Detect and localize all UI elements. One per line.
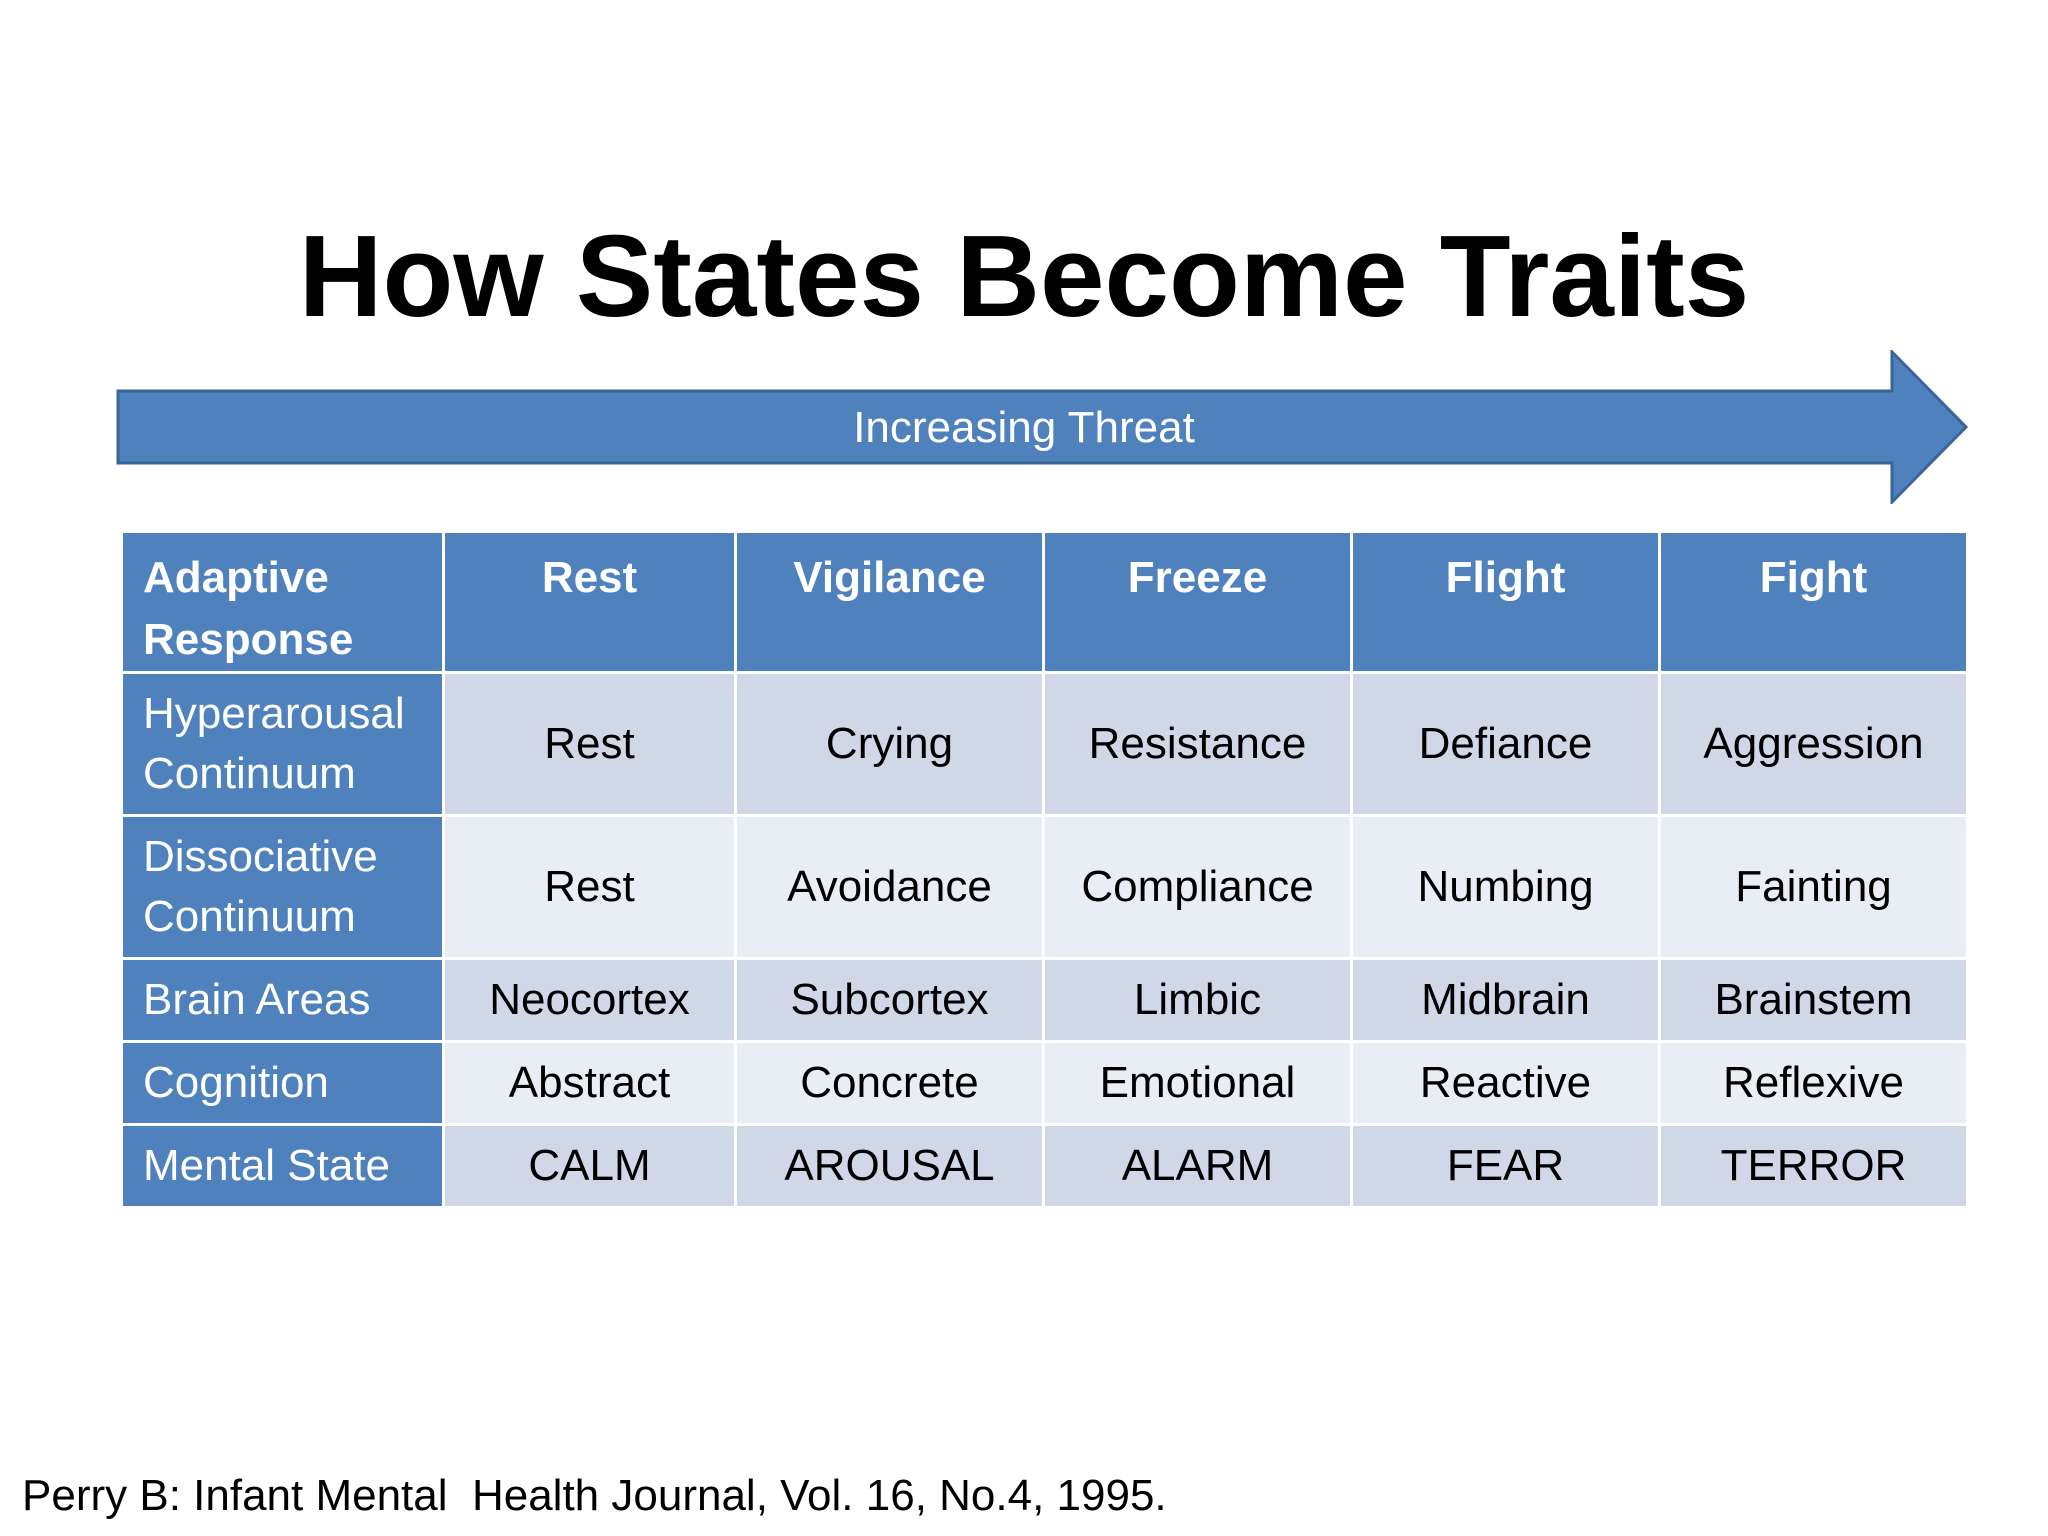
table-cell: Resistance bbox=[1045, 674, 1350, 814]
table-cell: Defiance bbox=[1353, 674, 1658, 814]
table-cell: Reactive bbox=[1353, 1043, 1658, 1123]
table-cell: Neocortex bbox=[445, 960, 734, 1040]
column-header: Freeze bbox=[1045, 533, 1350, 671]
table-cell: Fainting bbox=[1661, 817, 1966, 957]
table-cell: Subcortex bbox=[737, 960, 1042, 1040]
states-traits-table: Adaptive Response Rest Vigilance Freeze … bbox=[120, 530, 1969, 1209]
corner-label-line2: Response bbox=[143, 615, 354, 664]
slide-title: How States Become Traits bbox=[298, 210, 1750, 341]
corner-label-line1: Adaptive bbox=[143, 553, 329, 602]
row-label: Brain Areas bbox=[123, 960, 442, 1040]
row-label-line1: Dissociative bbox=[143, 832, 378, 881]
table-cell: Aggression bbox=[1661, 674, 1966, 814]
row-label: Cognition bbox=[123, 1043, 442, 1123]
table-cell: TERROR bbox=[1661, 1126, 1966, 1206]
header-corner-cell: Adaptive Response bbox=[123, 533, 442, 671]
citation: Perry B: Infant Mental Health Journal, V… bbox=[22, 1471, 1167, 1520]
row-label: Hyperarousal Continuum bbox=[123, 674, 442, 814]
table-cell: Rest bbox=[445, 674, 734, 814]
table-cell: ALARM bbox=[1045, 1126, 1350, 1206]
table-row: Hyperarousal Continuum Rest Crying Resis… bbox=[123, 674, 1966, 814]
row-label: Dissociative Continuum bbox=[123, 817, 442, 957]
table-cell: Rest bbox=[445, 817, 734, 957]
table-cell: AROUSAL bbox=[737, 1126, 1042, 1206]
table-cell: Numbing bbox=[1353, 817, 1658, 957]
table-cell: Crying bbox=[737, 674, 1042, 814]
table-cell: Concrete bbox=[737, 1043, 1042, 1123]
table-cell: Reflexive bbox=[1661, 1043, 1966, 1123]
column-header: Rest bbox=[445, 533, 734, 671]
column-header: Vigilance bbox=[737, 533, 1042, 671]
table-cell: Abstract bbox=[445, 1043, 734, 1123]
table-cell: FEAR bbox=[1353, 1126, 1658, 1206]
row-label-line2: Continuum bbox=[143, 892, 356, 941]
column-header: Flight bbox=[1353, 533, 1658, 671]
table-cell: Midbrain bbox=[1353, 960, 1658, 1040]
row-label: Mental State bbox=[123, 1126, 442, 1206]
arrow-label: Increasing Threat bbox=[853, 403, 1195, 452]
table-row: Dissociative Continuum Rest Avoidance Co… bbox=[123, 817, 1966, 957]
table-cell: Compliance bbox=[1045, 817, 1350, 957]
table-cell: Limbic bbox=[1045, 960, 1350, 1040]
table-row: Cognition Abstract Concrete Emotional Re… bbox=[123, 1043, 1966, 1123]
table-header-row: Adaptive Response Rest Vigilance Freeze … bbox=[123, 533, 1966, 671]
column-header: Fight bbox=[1661, 533, 1966, 671]
table-cell: CALM bbox=[445, 1126, 734, 1206]
table-row: Brain Areas Neocortex Subcortex Limbic M… bbox=[123, 960, 1966, 1040]
table-cell: Emotional bbox=[1045, 1043, 1350, 1123]
table-cell: Avoidance bbox=[737, 817, 1042, 957]
row-label-line2: Continuum bbox=[143, 749, 356, 798]
table-cell: Brainstem bbox=[1661, 960, 1966, 1040]
right-arrow-icon bbox=[116, 350, 1968, 504]
row-label-line1: Hyperarousal bbox=[143, 689, 405, 738]
table-row: Mental State CALM AROUSAL ALARM FEAR TER… bbox=[123, 1126, 1966, 1206]
increasing-threat-arrow: Increasing Threat bbox=[116, 350, 1968, 504]
